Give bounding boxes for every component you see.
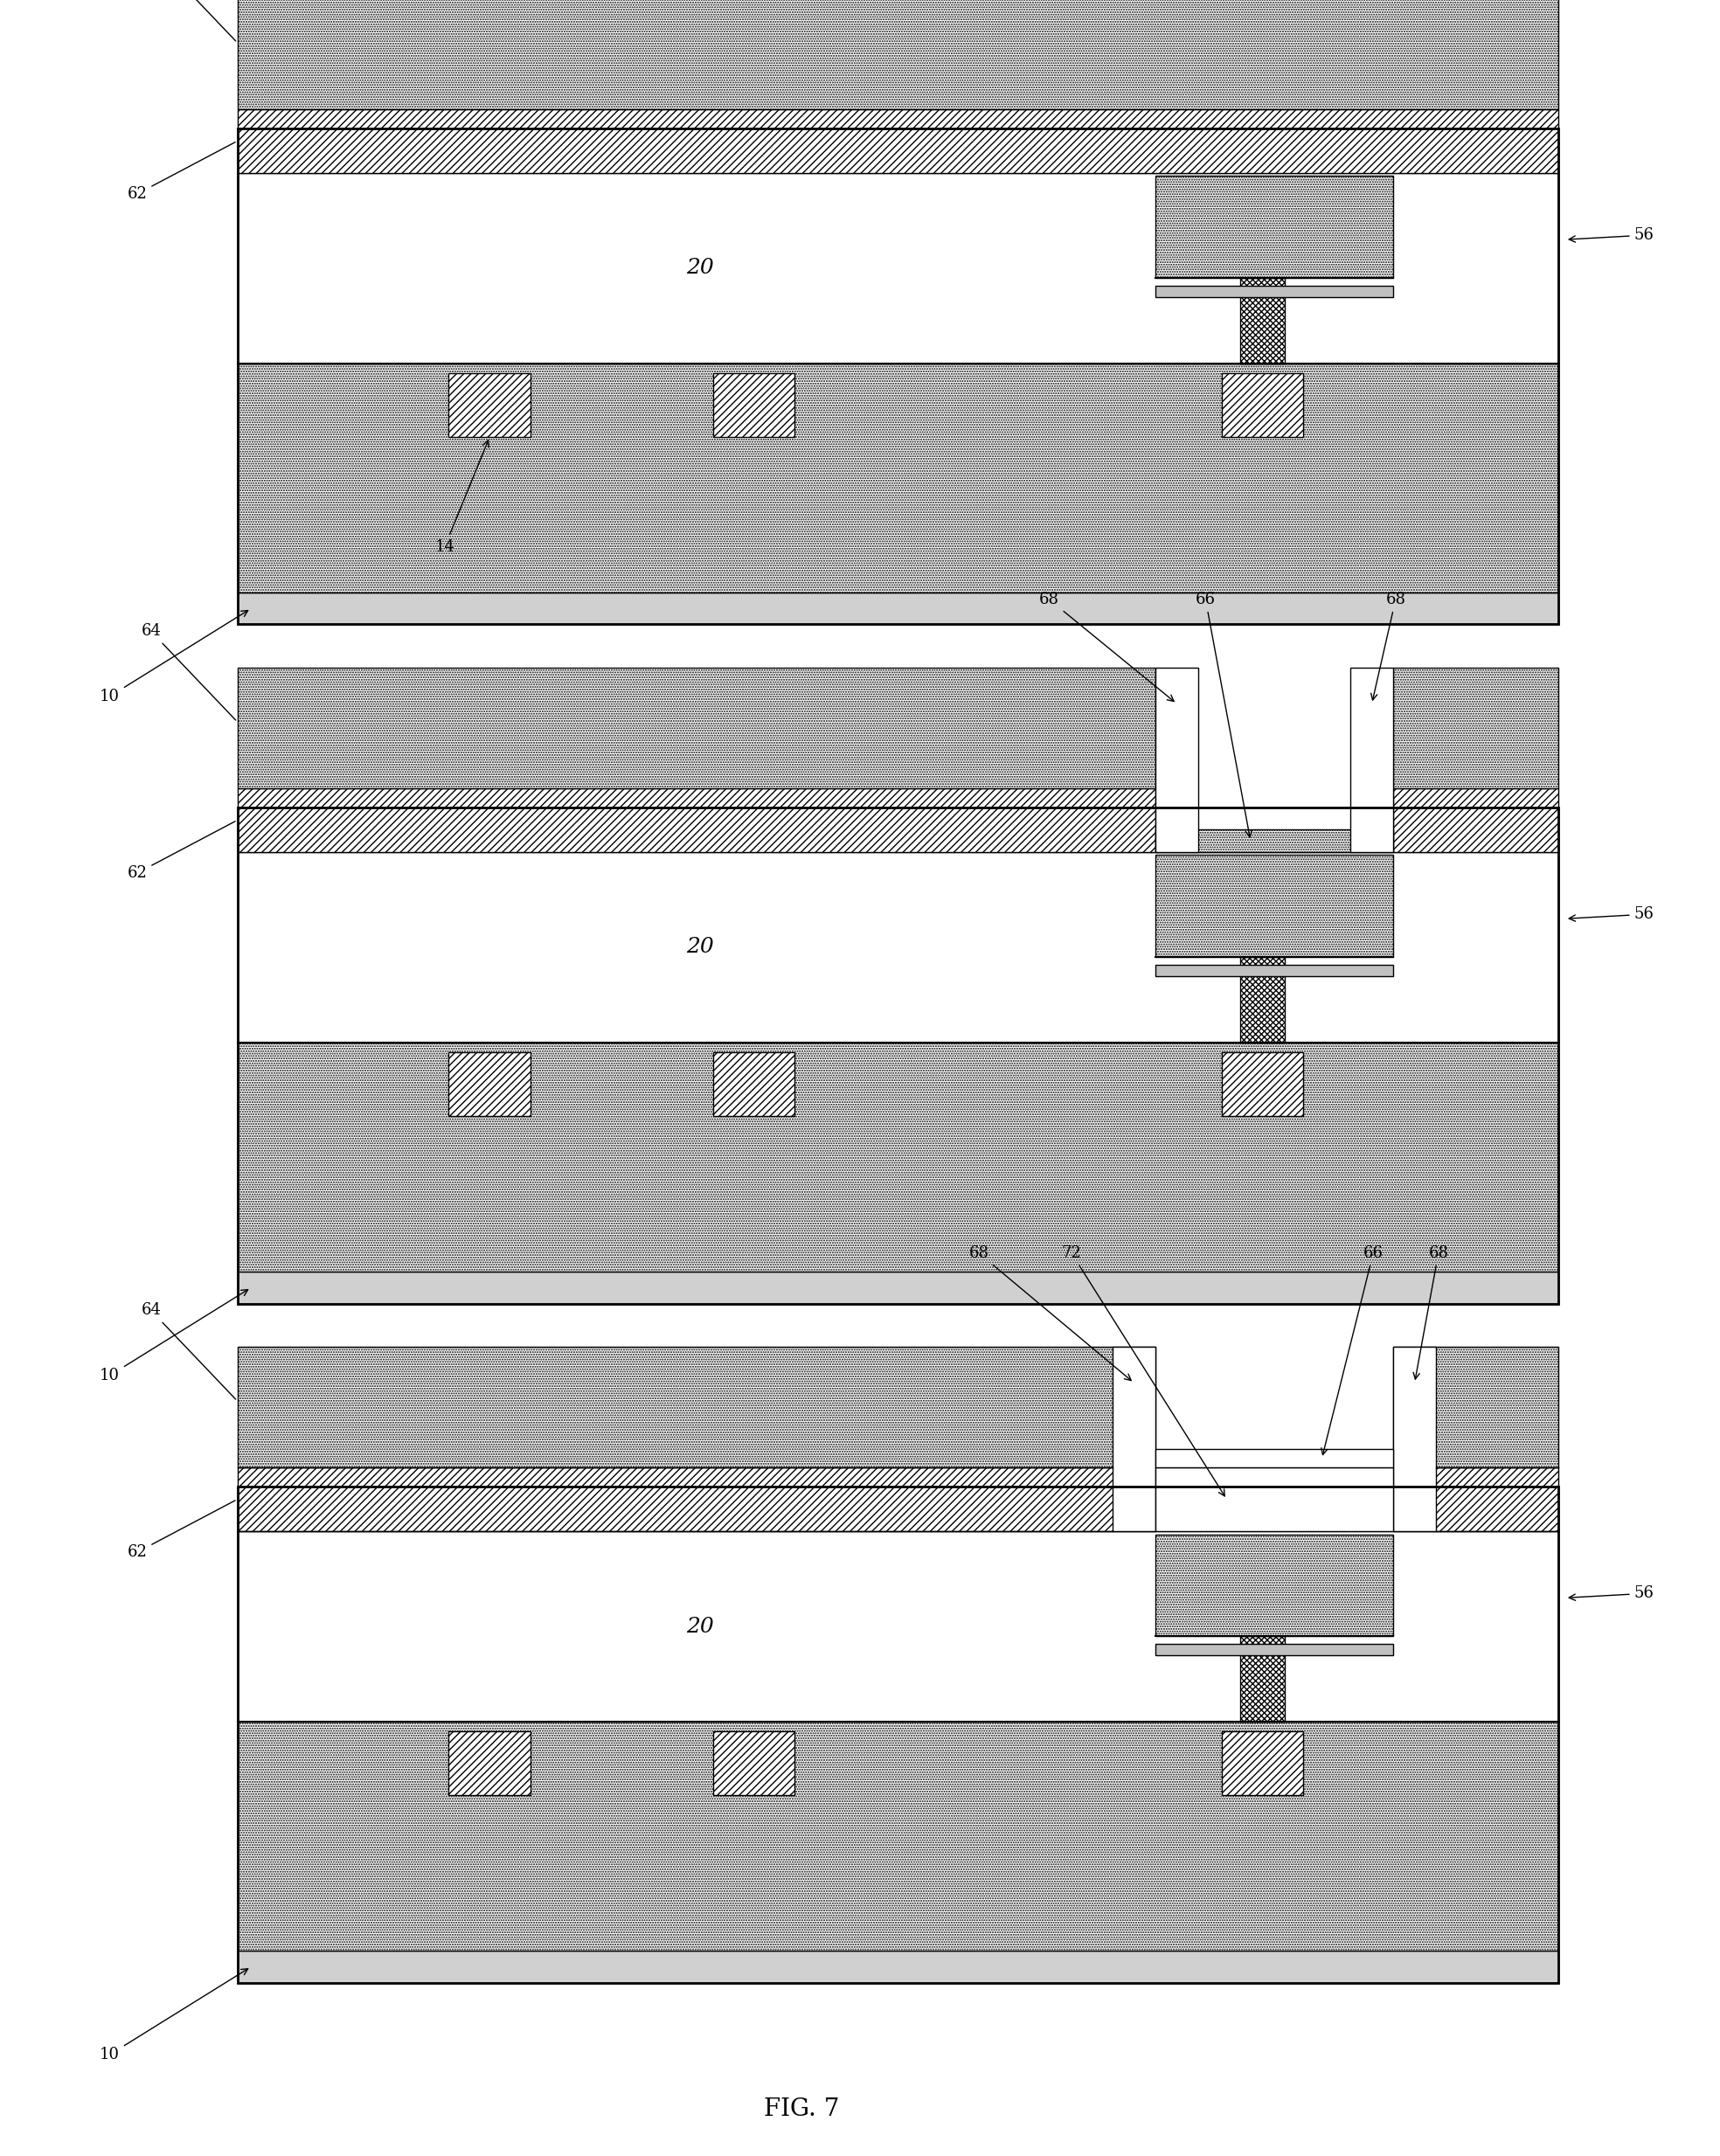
Text: FIG. 5: FIG. 5 xyxy=(764,740,839,763)
Bar xyxy=(1240,957,1285,1044)
Text: 64: 64 xyxy=(141,0,236,41)
Text: 56: 56 xyxy=(1569,1585,1655,1602)
Bar xyxy=(1240,278,1285,364)
Text: 68: 68 xyxy=(1414,1246,1448,1380)
Text: 68: 68 xyxy=(1039,591,1173,701)
Bar xyxy=(237,364,1558,593)
Bar xyxy=(1156,1468,1393,1531)
Text: FIG. 7: FIG. 7 xyxy=(764,2098,839,2122)
Bar xyxy=(1240,1636,1285,1723)
Text: 56: 56 xyxy=(1569,226,1655,244)
Text: 62: 62 xyxy=(127,1501,236,1561)
Bar xyxy=(237,789,1156,852)
Bar xyxy=(1393,1348,1558,1468)
Bar xyxy=(237,1723,1558,1951)
Text: 62: 62 xyxy=(127,821,236,882)
Bar xyxy=(237,852,1558,1044)
Text: 56: 56 xyxy=(1569,906,1655,923)
Text: 62: 62 xyxy=(127,142,236,203)
Bar xyxy=(712,373,795,438)
Bar xyxy=(237,1044,1558,1272)
Bar xyxy=(237,1531,1558,1723)
Bar xyxy=(1156,177,1393,278)
Bar xyxy=(712,1052,795,1117)
Bar xyxy=(1393,668,1558,789)
Bar xyxy=(1393,1468,1558,1531)
Bar xyxy=(1156,856,1393,957)
Bar xyxy=(1156,668,1199,852)
Text: 66: 66 xyxy=(1321,1246,1383,1455)
Text: 10: 10 xyxy=(100,1289,248,1384)
Bar xyxy=(1113,1348,1156,1531)
Text: 64: 64 xyxy=(141,623,236,720)
Text: 68: 68 xyxy=(1371,591,1405,701)
Bar xyxy=(237,593,1558,625)
Bar xyxy=(1221,1731,1304,1796)
Bar xyxy=(1350,668,1393,852)
Text: FIG. 6: FIG. 6 xyxy=(764,1419,839,1442)
Bar xyxy=(1156,1643,1393,1656)
Bar xyxy=(237,172,1558,364)
Bar xyxy=(237,1951,1558,1984)
Bar xyxy=(449,1731,530,1796)
Bar xyxy=(1393,1348,1436,1531)
Bar xyxy=(1156,830,1393,852)
Bar xyxy=(1156,1449,1393,1468)
Text: 64: 64 xyxy=(141,1302,236,1399)
Bar xyxy=(237,668,1156,789)
Text: 66: 66 xyxy=(1195,591,1252,837)
Bar xyxy=(1156,285,1393,298)
Bar xyxy=(237,1488,1558,1984)
Text: 72: 72 xyxy=(1061,1246,1225,1496)
Bar xyxy=(237,110,1558,172)
Text: 68: 68 xyxy=(968,1246,1132,1380)
Bar xyxy=(237,1272,1558,1304)
Bar xyxy=(1393,789,1558,852)
Bar xyxy=(1221,1052,1304,1117)
Bar xyxy=(237,0,1558,110)
Bar xyxy=(1156,964,1393,977)
Bar xyxy=(1221,373,1304,438)
Bar xyxy=(712,1731,795,1796)
Bar xyxy=(449,1052,530,1117)
Bar xyxy=(237,129,1558,625)
Bar xyxy=(449,373,530,438)
Bar xyxy=(1156,1535,1393,1636)
Text: 10: 10 xyxy=(100,1968,248,2063)
Text: 20: 20 xyxy=(686,938,714,957)
Text: 20: 20 xyxy=(686,1617,714,1636)
Text: 14: 14 xyxy=(435,440,488,554)
Text: 10: 10 xyxy=(100,610,248,705)
Bar xyxy=(237,1348,1156,1468)
Text: 20: 20 xyxy=(686,259,714,278)
Bar xyxy=(237,1468,1156,1531)
Bar xyxy=(237,806,1558,1304)
